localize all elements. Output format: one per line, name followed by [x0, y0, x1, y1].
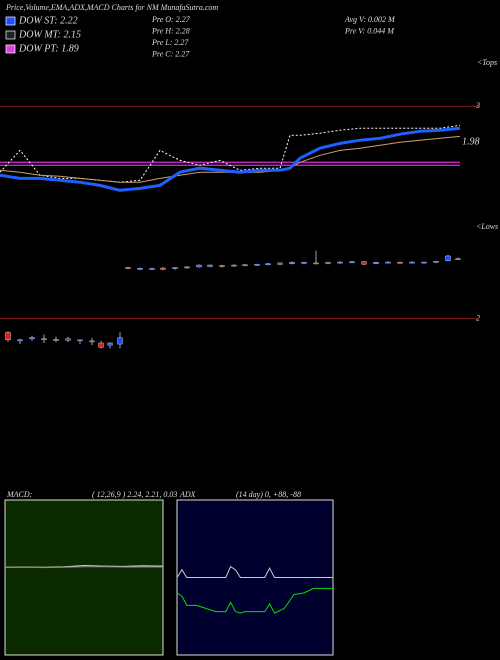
candle-body — [277, 262, 283, 265]
candle-body — [301, 262, 307, 264]
candle-body — [242, 264, 248, 266]
series-line — [176, 587, 333, 614]
candle-body — [207, 264, 213, 267]
candle-body — [361, 261, 367, 265]
candle-body — [77, 339, 83, 342]
last-price-label: 1.98 — [462, 136, 480, 147]
stat-label: Pre L: 2.27 — [151, 38, 189, 47]
candle-body — [172, 267, 178, 269]
candle-body — [196, 264, 202, 268]
series-line — [0, 126, 461, 192]
candle-body — [117, 337, 123, 345]
adx-params: (14 day) 0, +88, -88 — [236, 490, 301, 499]
candle-body — [219, 265, 225, 267]
legend-swatch — [5, 30, 16, 40]
candle-body — [65, 338, 71, 341]
candle-body — [397, 262, 403, 264]
candle-body — [349, 261, 355, 263]
panel — [4, 499, 164, 656]
lows-label: <Lows — [476, 222, 498, 231]
candle-body — [160, 267, 166, 270]
adx-label: ADX — [179, 490, 197, 499]
candle-body — [184, 266, 190, 269]
candle-body — [265, 263, 271, 265]
legend-label: DOW MT: 2.15 — [18, 29, 81, 40]
candle-body — [125, 267, 131, 269]
candle-body — [41, 338, 47, 341]
legend-swatch — [5, 44, 16, 54]
candle-body — [137, 268, 143, 270]
series-line — [4, 566, 163, 569]
candle-body — [325, 262, 331, 264]
candle-body — [29, 337, 35, 339]
candle-body — [313, 262, 319, 265]
candle-body — [385, 261, 391, 264]
legend-label: DOW ST: 2.22 — [18, 15, 78, 26]
candle-body — [373, 262, 379, 264]
stat-label: Pre C: 2.27 — [151, 49, 190, 58]
candle-body — [5, 332, 11, 341]
candle-body — [289, 262, 295, 264]
stat-label: Pre O: 2.27 — [151, 15, 191, 24]
y-tick-label: 3 — [475, 101, 480, 110]
candle-body — [98, 342, 104, 348]
candle-body — [107, 342, 113, 346]
series-line — [176, 565, 333, 578]
chart-title: Price,Volume,EMA,ADX,MACD Charts for NM … — [5, 3, 218, 12]
candle-body — [409, 261, 415, 264]
legend-label: DOW PT: 1.89 — [18, 43, 79, 54]
candle-body — [337, 261, 343, 264]
tops-label: <Tops — [477, 58, 497, 67]
stat-label: Avg V: 0.002 M — [344, 15, 396, 24]
candle-body — [53, 339, 59, 341]
candle-body — [421, 261, 427, 264]
candle-body — [455, 258, 461, 260]
stat-label: Pre V: 0.044 M — [344, 26, 395, 35]
candle-body — [445, 255, 451, 262]
candle-body — [17, 339, 23, 342]
candle-body — [231, 264, 237, 267]
candle-body — [89, 340, 95, 343]
macd-label: MACD: — [6, 490, 33, 499]
legend-swatch — [5, 16, 16, 26]
candle-body — [433, 261, 439, 263]
candle-body — [149, 268, 155, 270]
y-tick-label: 2 — [476, 313, 480, 322]
candle-body — [254, 264, 260, 266]
macd-params: ( 12,26,9 ) 2.24, 2.21, 0.03 — [92, 490, 177, 499]
stat-label: Pre H: 2.28 — [151, 26, 190, 35]
